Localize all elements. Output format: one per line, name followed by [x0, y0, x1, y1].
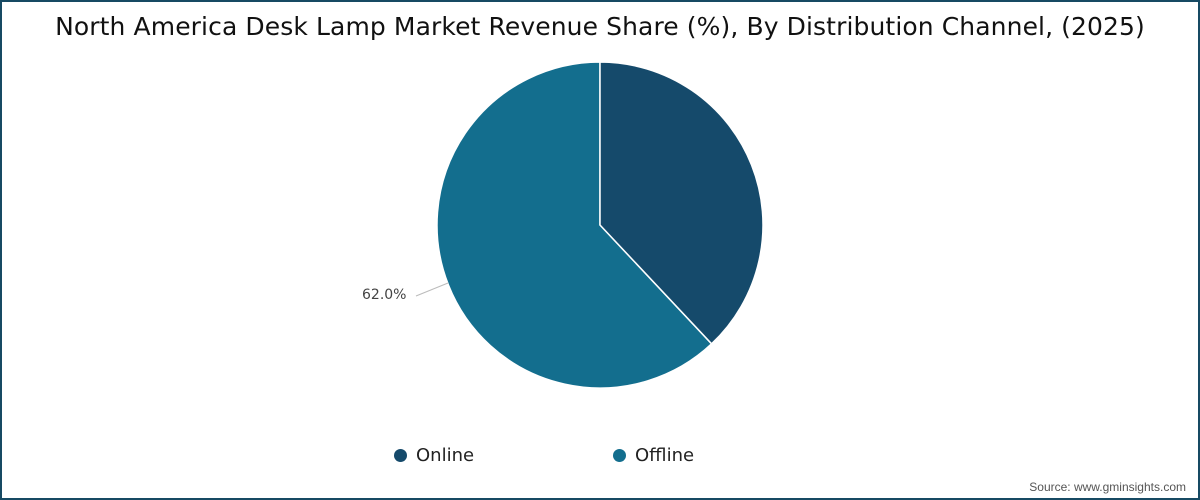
chart-title: North America Desk Lamp Market Revenue S… — [55, 12, 1145, 41]
pie-slice-offline[interactable] — [436, 61, 713, 389]
legend-label-offline: Offline — [635, 445, 695, 466]
data-label-offline: 62.0% — [362, 287, 407, 303]
pie-slice-online[interactable] — [599, 61, 764, 345]
label-leader-line — [415, 282, 449, 297]
source-note: Source: www.gminsights.com — [1029, 480, 1186, 494]
legend-marker-offline-icon — [613, 449, 626, 462]
legend-label-online: Online — [416, 445, 475, 466]
legend-item-offline[interactable]: Offline — [613, 445, 694, 466]
legend-marker-online-icon — [394, 449, 407, 462]
legend-item-online[interactable]: Online — [394, 445, 474, 466]
